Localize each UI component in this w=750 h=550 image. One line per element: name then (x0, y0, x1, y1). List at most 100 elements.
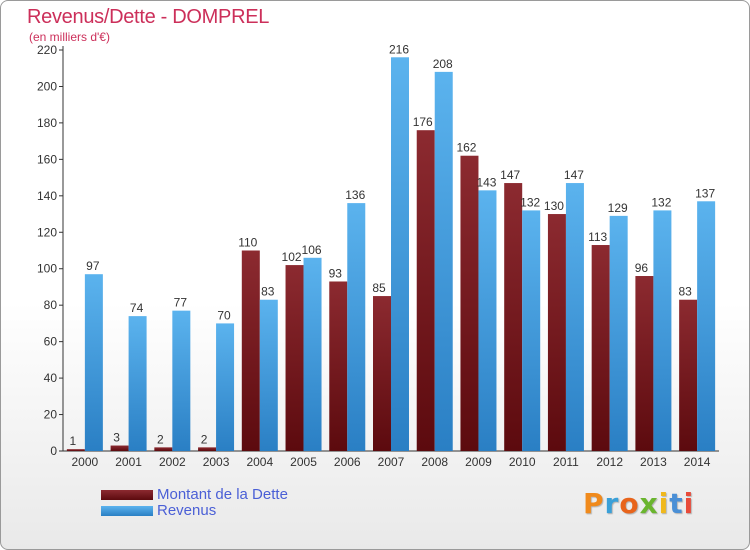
y-tick-label: 120 (37, 225, 57, 239)
debt-bar (198, 447, 217, 451)
x-tick-label: 2003 (203, 455, 230, 469)
x-tick-label: 2009 (465, 455, 492, 469)
legend-label-debt: Montant de la Dette (157, 486, 288, 503)
revenus-bar-label: 143 (476, 175, 496, 189)
debt-bar-label: 93 (329, 266, 343, 280)
debt-bar-label: 176 (413, 115, 433, 129)
revenus-bar-label: 70 (217, 308, 231, 322)
revenus-bar-label: 216 (389, 42, 409, 56)
x-tick-label: 2010 (509, 455, 536, 469)
logo-letter: x (639, 487, 659, 520)
debt-bar-label: 3 (113, 431, 120, 445)
legend-swatch-revenus (101, 506, 153, 516)
revenus-bar-label: 136 (345, 188, 365, 202)
y-tick-label: 140 (37, 189, 57, 203)
revenus-bar (216, 323, 235, 451)
legend-label-revenus: Revenus (157, 502, 217, 519)
legend-swatch-debt (101, 490, 153, 500)
chart-subtitle: (en milliers d'€) (29, 30, 110, 44)
revenus-bar (478, 190, 497, 451)
debt-bar (154, 447, 173, 451)
x-tick-label: 2001 (115, 455, 142, 469)
revenus-bar (391, 57, 409, 452)
debt-bar-label: 2 (157, 432, 164, 446)
revenus-bar-label: 83 (261, 285, 275, 299)
debt-bar (110, 445, 129, 451)
chart-title: Revenus/Dette - DOMPREL (27, 6, 270, 28)
y-tick-label: 20 (44, 408, 58, 422)
debt-bar (66, 449, 85, 451)
revenus-bar (653, 210, 672, 451)
x-tick-label: 2011 (553, 455, 579, 469)
y-tick-label: 40 (44, 371, 58, 385)
debt-bar (373, 296, 391, 451)
debt-bar-label: 110 (238, 236, 257, 250)
revenus-bar (347, 203, 366, 451)
logo-letter: i (658, 487, 670, 520)
logo-letter: r (604, 487, 620, 520)
bars (66, 57, 716, 452)
revenus-bar (84, 274, 103, 451)
debt-bar-label: 162 (456, 141, 476, 155)
x-tick-label: 2012 (596, 455, 623, 469)
revenus-bar (522, 210, 541, 451)
revenus-bar (434, 71, 453, 451)
revenus-bar-label: 106 (302, 243, 322, 257)
revenus-bar-label: 74 (130, 301, 144, 315)
y-tick-label: 220 (37, 43, 57, 57)
debt-bar-label: 96 (635, 261, 649, 275)
debt-bar (547, 214, 566, 451)
logo-letter: P (583, 487, 605, 520)
debt-bar-label: 147 (500, 168, 520, 182)
x-tick-label: 2004 (246, 455, 273, 469)
revenus-bar (303, 257, 322, 451)
x-tick-label: 2013 (640, 455, 667, 469)
x-tick-label: 2008 (421, 455, 448, 469)
revenus-bar-label: 97 (86, 259, 100, 273)
logo-letter: i (683, 487, 695, 520)
revenus-bar (565, 183, 584, 452)
x-tick-label: 2006 (334, 455, 361, 469)
debt-bar (241, 250, 260, 451)
debt-bar-label: 2 (201, 432, 208, 446)
revenus-bar (172, 310, 191, 451)
debt-bar-label: 85 (372, 281, 386, 295)
y-tick-label: 60 (44, 335, 58, 349)
revenus-bar-label: 77 (174, 296, 188, 310)
revenus-bar-label: 129 (608, 201, 628, 215)
revenus-bar-label: 137 (695, 186, 715, 200)
revenus-bar (609, 215, 628, 451)
debt-bar-label: 102 (282, 250, 302, 264)
revenus-bar-label: 147 (564, 168, 584, 182)
debt-bar-label: 83 (678, 285, 692, 299)
logo-letter: t (669, 487, 684, 520)
y-tick-label: 200 (37, 79, 57, 93)
debt-bar (285, 265, 304, 451)
debt-bar (679, 299, 698, 451)
y-tick-label: 180 (37, 116, 57, 130)
y-tick-label: 100 (37, 262, 57, 276)
revenus-bar-label: 208 (433, 57, 453, 71)
x-tick-label: 2005 (290, 455, 317, 469)
revenus-bar-label: 132 (651, 195, 671, 209)
logo-letter: o (619, 487, 640, 520)
y-tick-label: 80 (44, 298, 58, 312)
debt-bar (635, 276, 654, 451)
debt-bar (504, 183, 523, 452)
y-tick-label: 160 (37, 152, 57, 166)
revenus-bar (259, 299, 278, 451)
x-tick-label: 2002 (159, 455, 186, 469)
debt-bar-label: 130 (544, 199, 564, 213)
debt-bar (416, 130, 435, 451)
x-tick-label: 2007 (378, 455, 405, 469)
revenus-bar-label: 132 (520, 195, 540, 209)
revenus-bar (697, 201, 716, 451)
revenus-bar (128, 316, 147, 451)
y-tick-label: 0 (50, 444, 57, 458)
debt-bar-label: 113 (588, 230, 607, 244)
debt-bar (329, 281, 348, 451)
debt-bar (591, 245, 610, 451)
